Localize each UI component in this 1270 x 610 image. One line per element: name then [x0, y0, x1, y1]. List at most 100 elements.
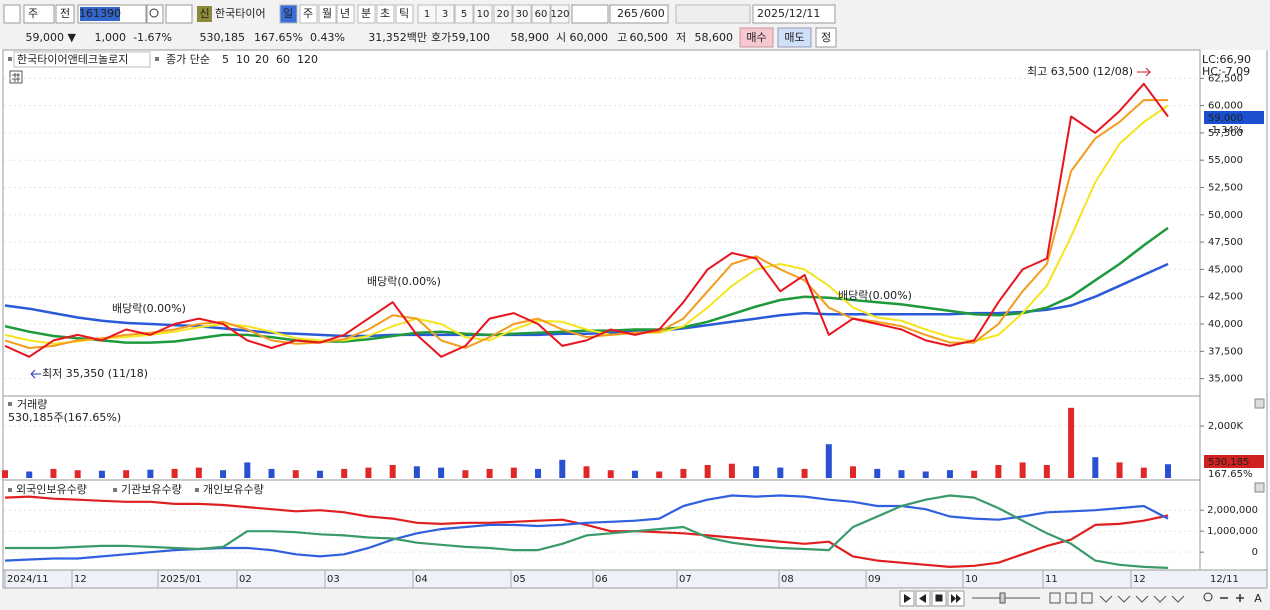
quote-price: 59,000 ▼: [26, 31, 77, 44]
volume-bar: [995, 465, 1002, 478]
y-tick-label: 62,500: [1208, 73, 1243, 84]
x-tick-label: 09: [868, 574, 881, 585]
chart-tools[interactable]: [675, 4, 751, 24]
volume-bar: [341, 468, 348, 478]
zoom-label[interactable]: A: [1254, 592, 1262, 605]
volume-bar: [898, 470, 905, 478]
interval-label: 30: [516, 9, 529, 20]
legend-entry: 120: [297, 53, 318, 66]
grid-icon-lines: [12, 73, 20, 82]
volume-bar: [825, 444, 832, 478]
search-button[interactable]: [146, 4, 164, 24]
interval-button[interactable]: [473, 4, 493, 24]
zoom-buttons[interactable]: [1220, 594, 1244, 602]
interval-button[interactable]: [550, 4, 570, 24]
quote-low-label: 저: [676, 31, 686, 44]
moving-average-line: [4, 82, 1169, 358]
interval-button[interactable]: [493, 4, 513, 24]
quote-amount: 31,352백만: [368, 31, 427, 44]
y-tick-label: 47,500: [1208, 237, 1243, 248]
prev-button[interactable]: [55, 4, 75, 24]
legend-square: [8, 57, 12, 61]
volume-bar: [801, 468, 808, 478]
volume-bar: [462, 470, 469, 478]
y-tick-label: 2,000,000: [1207, 505, 1258, 516]
tool-icons[interactable]: [1049, 592, 1185, 604]
quote-low: 58,600: [695, 31, 734, 44]
period-button[interactable]: [279, 4, 298, 24]
x-tick-label: 02: [239, 574, 252, 585]
volume-bar: [704, 465, 711, 478]
bar-total: /600: [640, 7, 665, 20]
volume-bar: [389, 465, 396, 478]
x-tick-label: 12: [74, 574, 87, 585]
sell-button[interactable]: [777, 27, 812, 48]
period-button[interactable]: [395, 4, 414, 24]
interval-button[interactable]: [454, 4, 474, 24]
y-tick-label: 52,500: [1208, 183, 1243, 194]
stock-code: 161390: [79, 7, 121, 20]
interval-button[interactable]: [435, 4, 455, 24]
interval-select[interactable]: [571, 4, 609, 24]
volume-bar: [123, 470, 130, 478]
interval-label: 1: [424, 9, 430, 20]
y-tick-label: 35,000: [1208, 374, 1243, 385]
code-selection: [80, 7, 120, 21]
buy-button[interactable]: [739, 27, 774, 48]
close-volume-panel[interactable]: [1254, 398, 1265, 409]
last-price-box: [1204, 111, 1264, 124]
x-tick-label: 08: [781, 574, 794, 585]
search-icon: [149, 8, 159, 18]
period-type-select[interactable]: [23, 4, 55, 24]
volume-bar: [922, 471, 929, 478]
period-button[interactable]: [357, 4, 376, 24]
sound-button[interactable]: [165, 4, 193, 24]
volume-bar: [438, 467, 445, 478]
quote-rate: -1.67%: [133, 31, 172, 44]
legend-entry: 20: [255, 53, 269, 66]
volume-bar: [631, 470, 638, 478]
quote-bid: 58,900: [511, 31, 550, 44]
legend-square: [8, 402, 12, 406]
date-box[interactable]: [752, 4, 836, 24]
scroll-thumb[interactable]: [999, 592, 1006, 604]
y-tick-label: 37,500: [1208, 346, 1243, 357]
quote-high: 60,500: [630, 31, 669, 44]
period-button[interactable]: [299, 4, 318, 24]
stop-icon: [935, 594, 943, 602]
last-price: 59,000: [1208, 113, 1243, 124]
volume-bar: [365, 467, 372, 478]
x-tick-label: 2024/11: [7, 574, 49, 585]
volume-bar: [171, 468, 178, 478]
legend-square: [8, 488, 12, 492]
volume-bar: [1068, 407, 1075, 478]
period-label: 월: [322, 7, 332, 20]
interval-label: 3: [442, 9, 448, 20]
volume-bar: [946, 470, 953, 478]
volume-bar: [486, 468, 493, 478]
volume-bar: [413, 466, 420, 478]
forward-icon: [951, 594, 961, 603]
interval-button[interactable]: [531, 4, 551, 24]
volume-bar: [292, 470, 299, 478]
eval-button[interactable]: [815, 27, 837, 48]
volume-bar: [220, 470, 227, 478]
period-button[interactable]: [318, 4, 337, 24]
grid-icon[interactable]: [9, 70, 23, 84]
count-box[interactable]: [609, 4, 669, 24]
zoom-icon[interactable]: [1203, 592, 1213, 602]
close-holdings-panel[interactable]: [1254, 482, 1265, 493]
chart-background: [0, 50, 1270, 590]
y-tick-label: 55,000: [1208, 155, 1243, 166]
period-label: 일: [283, 6, 293, 20]
badge-box: [197, 6, 212, 22]
interval-button[interactable]: [512, 4, 532, 24]
back-icon: [919, 594, 926, 603]
volume-bar: [195, 467, 202, 478]
period-button[interactable]: [376, 4, 395, 24]
menu-button[interactable]: [3, 4, 21, 24]
period-button[interactable]: [336, 4, 355, 24]
last-volume-rate: 167.65%: [1208, 469, 1253, 480]
moving-average-line: [4, 226, 1169, 344]
volume-bar: [874, 468, 881, 478]
